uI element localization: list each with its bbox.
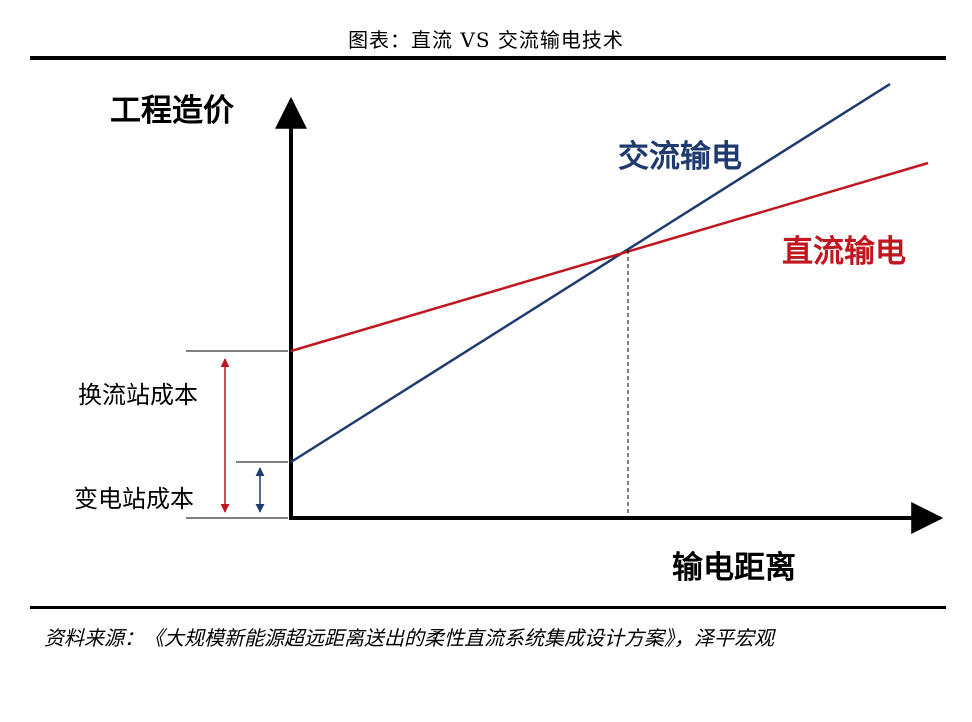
dc-cost-line bbox=[290, 161, 929, 353]
bottom-rule bbox=[30, 606, 946, 609]
converter-cost-label: 换流站成本 bbox=[78, 381, 198, 409]
dc-line-label: 直流输电 bbox=[782, 234, 906, 270]
top-rule bbox=[30, 56, 946, 60]
figure-title: 图表：直流 VS 交流输电技术 bbox=[348, 28, 624, 52]
ac-line-label: 交流输电 bbox=[618, 139, 742, 175]
source-note: 资料来源：《大规模新能源超远距离送出的柔性直流系统集成设计方案》，泽平宏观 bbox=[44, 626, 774, 650]
x-axis-label: 输电距离 bbox=[672, 550, 796, 586]
substation-cost-label: 变电站成本 bbox=[74, 485, 194, 513]
ac-cost-line bbox=[290, 82, 891, 464]
y-axis-label: 工程造价 bbox=[110, 93, 234, 129]
